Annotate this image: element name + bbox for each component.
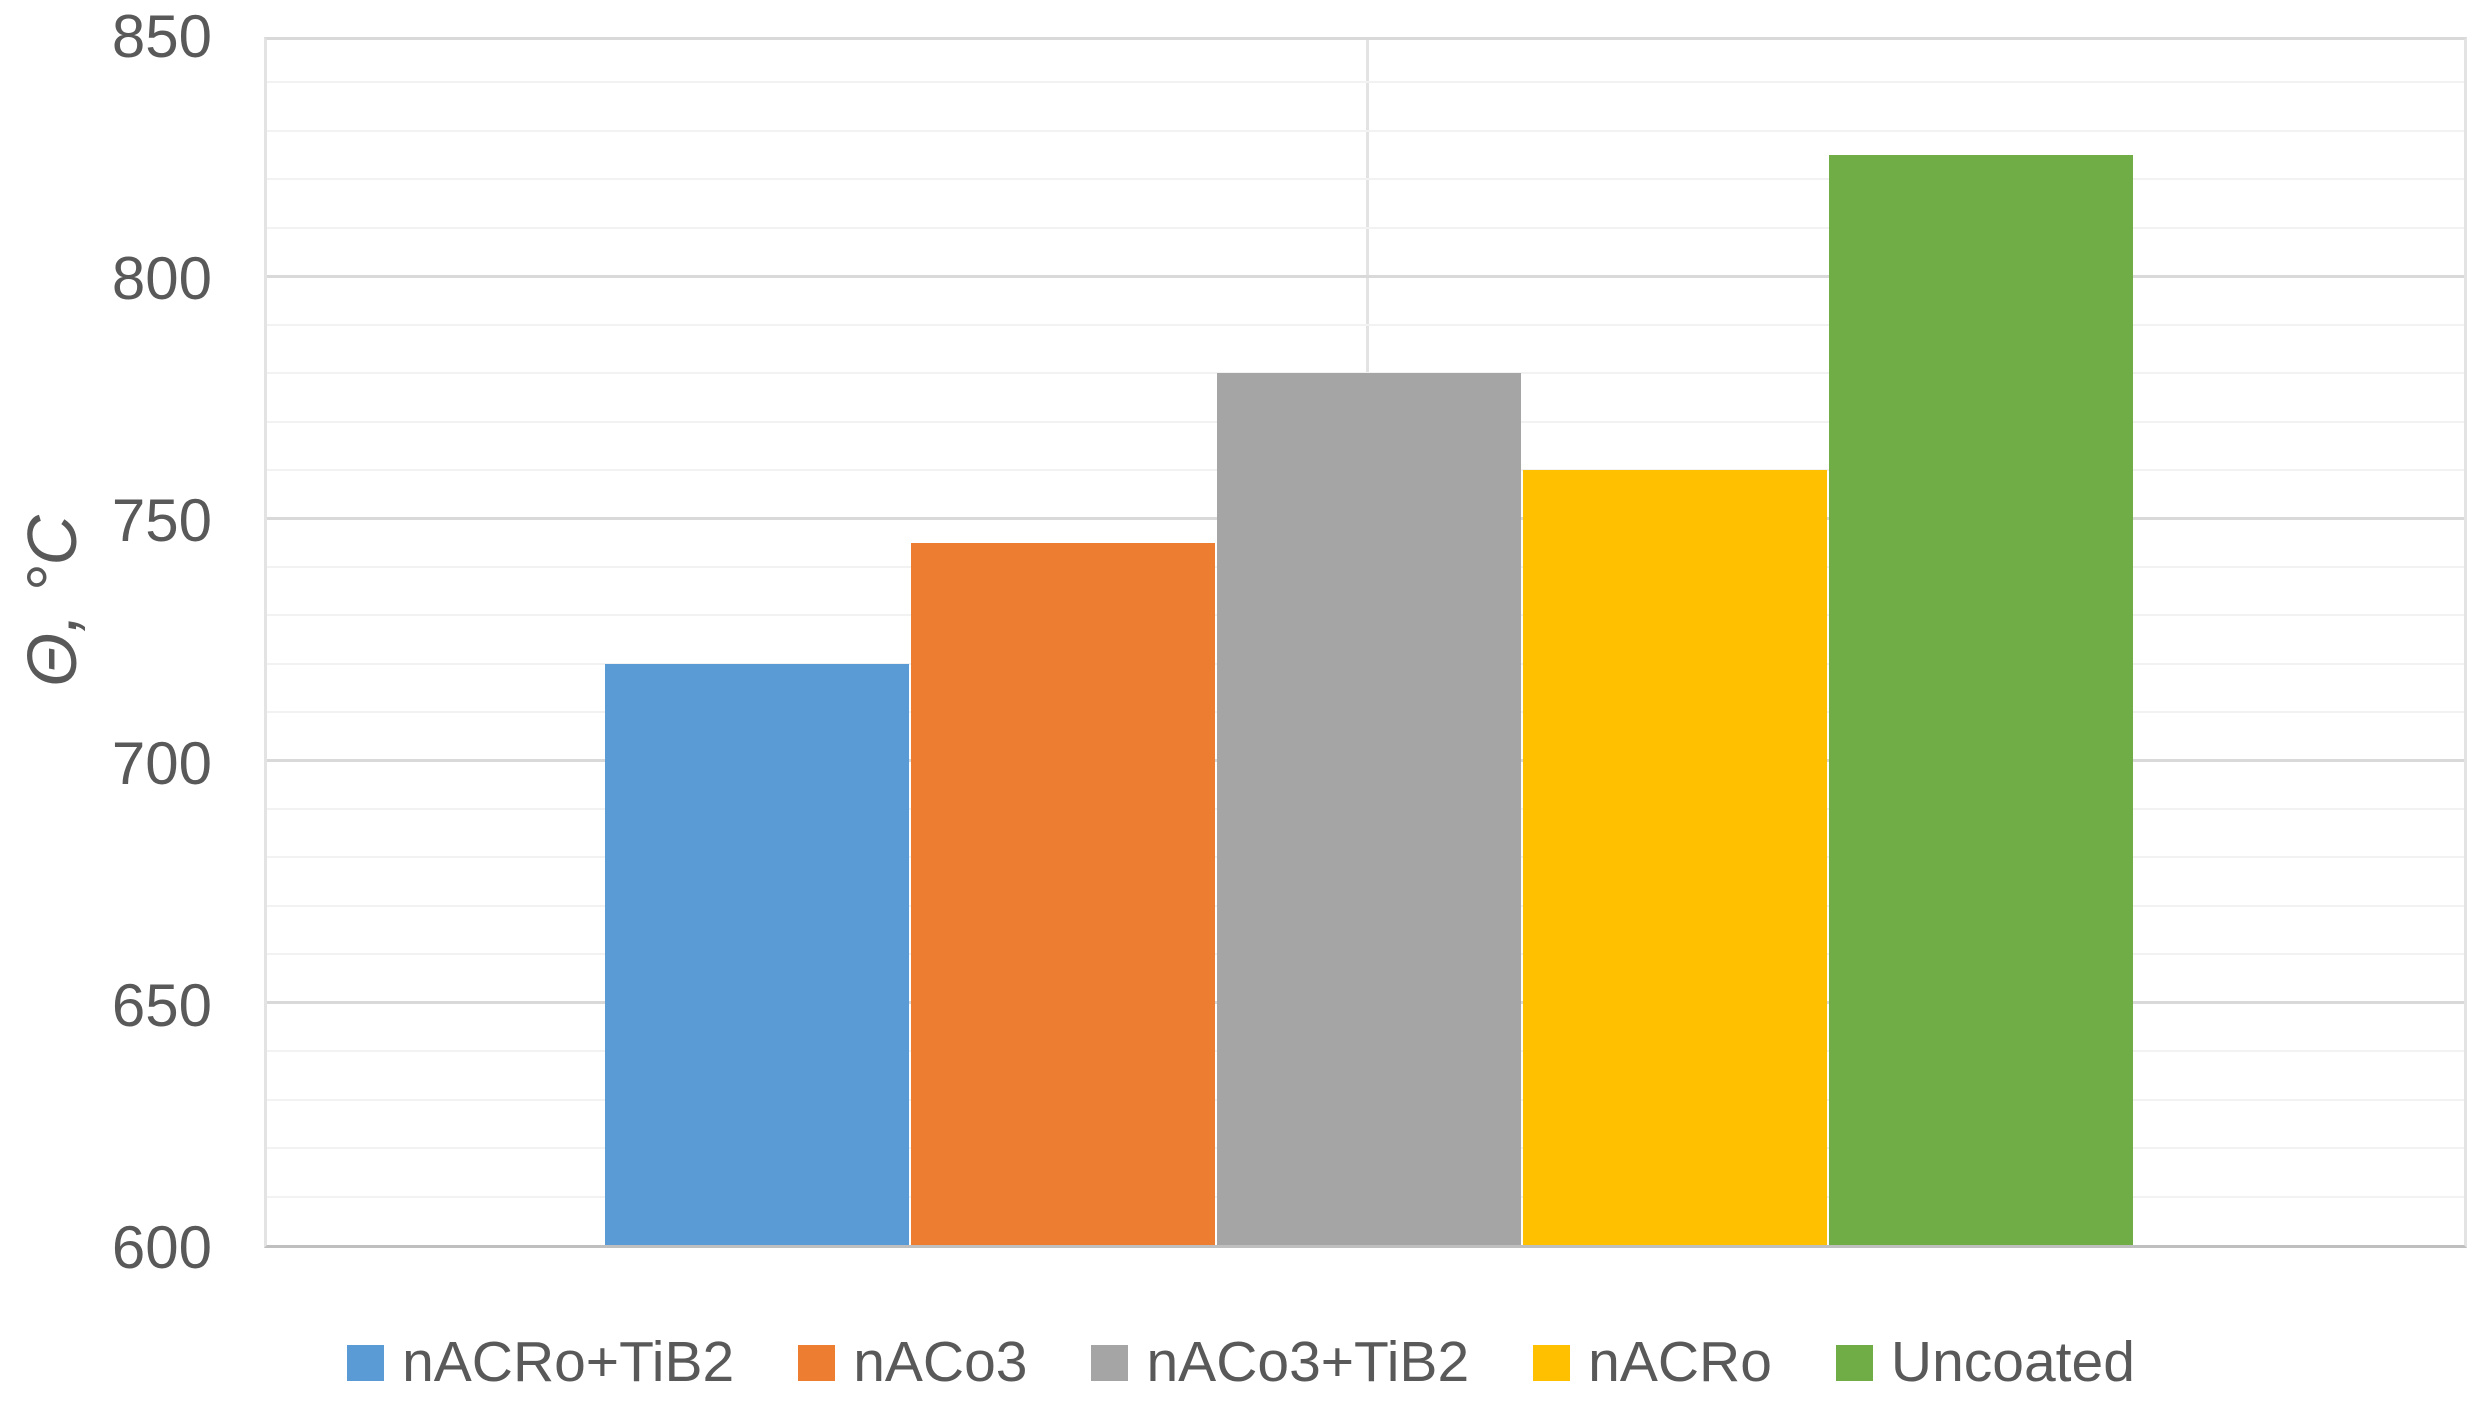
legend-label: nACo3 <box>853 1330 1028 1394</box>
y-tick-label-750: 750 <box>111 487 212 555</box>
minor-gridline-830 <box>267 129 2464 132</box>
plot-area <box>264 37 2467 1248</box>
legend-label: nACo3+TiB2 <box>1146 1330 1470 1394</box>
legend-swatch-icon <box>1091 1344 1129 1381</box>
y-tick-label-800: 800 <box>111 245 212 313</box>
bar-nACRo+TiB2 <box>605 663 909 1245</box>
minor-gridline-790 <box>267 323 2464 326</box>
y-tick-label-650: 650 <box>111 971 212 1039</box>
legend-swatch-icon <box>1533 1344 1571 1381</box>
legend-item-Uncoated: Uncoated <box>1835 1330 2135 1394</box>
legend-label: Uncoated <box>1890 1330 2135 1394</box>
legend-swatch-icon <box>347 1344 385 1381</box>
legend-swatch-icon <box>798 1344 836 1381</box>
legend: nACRo+TiB2 nACo3 nACo3+TiB2 nACRo Uncoated <box>0 1334 2482 1391</box>
minor-gridline-810 <box>267 226 2464 229</box>
minor-gridline-840 <box>267 81 2464 84</box>
legend-item-nACo3: nACo3 <box>798 1334 1027 1391</box>
legend-item-nACo3+TiB2: nACo3+TiB2 <box>1091 1334 1469 1391</box>
y-tick-label-600: 600 <box>111 1214 212 1281</box>
bar-nACo3+TiB2 <box>1217 373 1521 1245</box>
y-tick-label-700: 700 <box>111 729 212 797</box>
legend-label: nACRo+TiB2 <box>402 1330 735 1394</box>
legend-swatch-icon <box>1835 1344 1873 1381</box>
bar-Uncoated <box>1829 155 2133 1245</box>
minor-gridline-820 <box>267 178 2464 181</box>
legend-item-nACRo: nACRo <box>1533 1334 1772 1391</box>
major-gridline-800 <box>267 274 2464 278</box>
y-tick-label-850: 850 <box>111 3 212 70</box>
legend-item-nACRo+TiB2: nACRo+TiB2 <box>347 1334 734 1391</box>
legend-label: nACRo <box>1588 1330 1772 1394</box>
bar-nACo3 <box>911 542 1215 1245</box>
bar-nACRo <box>1523 469 1827 1245</box>
